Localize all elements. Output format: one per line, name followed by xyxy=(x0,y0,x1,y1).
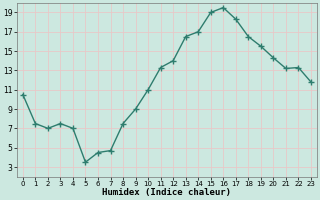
X-axis label: Humidex (Indice chaleur): Humidex (Indice chaleur) xyxy=(102,188,231,197)
